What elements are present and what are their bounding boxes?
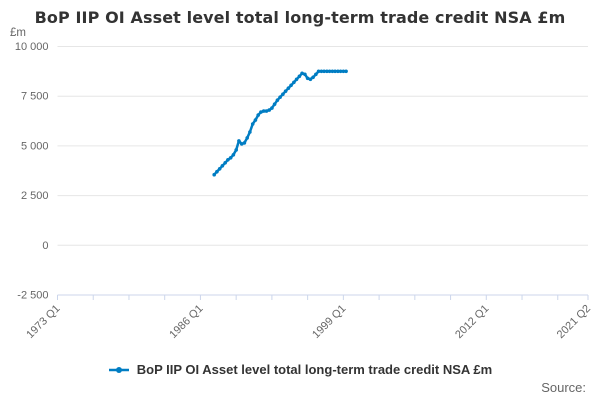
data-point-marker[interactable]	[333, 69, 337, 74]
data-point-marker[interactable]	[239, 142, 244, 146]
data-point-marker[interactable]	[226, 158, 230, 162]
data-point-marker[interactable]	[305, 76, 310, 81]
data-point-marker[interactable]	[294, 77, 299, 82]
y-axis-tick-label: 10 000	[15, 41, 49, 53]
data-point-marker[interactable]	[264, 109, 269, 113]
data-point-marker[interactable]	[327, 69, 332, 74]
data-point-marker[interactable]	[283, 89, 288, 93]
y-axis-tick-label: 2 500	[21, 190, 49, 202]
data-point-marker[interactable]	[215, 169, 219, 174]
y-axis-unit-label: £m	[10, 27, 26, 39]
data-point-marker[interactable]	[228, 156, 233, 160]
data-point-marker[interactable]	[338, 69, 343, 74]
data-point-marker[interactable]	[336, 69, 340, 74]
data-point-marker[interactable]	[234, 148, 238, 152]
data-point-marker[interactable]	[242, 141, 247, 145]
data-point-marker[interactable]	[223, 161, 227, 165]
x-axis-tick-label: 2021 Q2	[555, 303, 593, 341]
y-axis-tick-label: 0	[42, 240, 48, 252]
data-point-marker[interactable]	[270, 106, 274, 110]
y-axis-tick-label: 5 000	[21, 140, 49, 152]
legend-label: BoP IIP OI Asset level total long-term t…	[136, 362, 493, 377]
x-axis-tick-label: 1999 Q1	[310, 303, 348, 341]
data-point-marker[interactable]	[212, 172, 216, 177]
data-point-marker[interactable]	[300, 71, 304, 76]
data-point-marker[interactable]	[311, 75, 315, 80]
data-point-marker[interactable]	[286, 86, 291, 90]
legend: BoP IIP OI Asset level total long-term t…	[0, 362, 600, 377]
data-point-marker[interactable]	[341, 69, 346, 74]
data-point-marker[interactable]	[267, 108, 272, 112]
data-point-marker[interactable]	[297, 74, 302, 79]
chart-title: BoP IIP OI Asset level total long-term t…	[34, 8, 566, 27]
data-point-marker[interactable]	[217, 167, 222, 171]
data-point-marker[interactable]	[278, 95, 282, 99]
source-label: Source:	[541, 380, 586, 395]
plot-svg: 10 000 7 500 5 000 2 500 0 -2 500 £m 1973 Q1 198…	[10, 27, 593, 341]
series-line	[212, 70, 348, 176]
data-point-marker[interactable]	[325, 69, 329, 74]
y-axis-tick-label: 7 500	[21, 91, 49, 103]
data-point-marker[interactable]	[253, 118, 258, 122]
data-point-marker[interactable]	[245, 136, 249, 140]
data-point-marker[interactable]	[256, 113, 261, 117]
data-point-marker[interactable]	[281, 92, 285, 96]
data-point-marker[interactable]	[220, 164, 225, 168]
data-point-marker[interactable]	[231, 153, 236, 157]
data-point-marker[interactable]	[314, 72, 318, 77]
data-point-marker[interactable]	[316, 69, 321, 74]
data-point-marker[interactable]	[237, 139, 241, 143]
data-point-marker[interactable]	[319, 69, 324, 74]
legend-marker-dot	[115, 366, 122, 373]
data-point-marker[interactable]	[275, 98, 280, 102]
x-axis-tick-label: 2012 Q1	[453, 303, 491, 341]
y-axis-tick-label: -2 500	[17, 290, 48, 302]
data-point-marker[interactable]	[259, 110, 263, 114]
data-point-marker[interactable]	[248, 130, 252, 134]
legend-series-marker-icon	[108, 366, 129, 373]
x-axis-tick-label: 1986 Q1	[167, 303, 205, 341]
data-point-marker[interactable]	[322, 69, 326, 74]
data-point-marker[interactable]	[272, 102, 277, 106]
data-point-marker[interactable]	[303, 72, 307, 77]
x-axis-tick-label: 1973 Q1	[24, 303, 62, 341]
data-point-marker[interactable]	[330, 69, 335, 74]
data-point-marker[interactable]	[250, 122, 255, 126]
data-point-marker[interactable]	[289, 83, 293, 88]
legend-item[interactable]: BoP IIP OI Asset level total long-term t…	[108, 362, 492, 377]
data-point-marker[interactable]	[292, 80, 296, 85]
data-point-marker[interactable]	[344, 69, 348, 74]
data-point-marker[interactable]	[261, 109, 266, 113]
data-point-marker[interactable]	[308, 77, 313, 82]
